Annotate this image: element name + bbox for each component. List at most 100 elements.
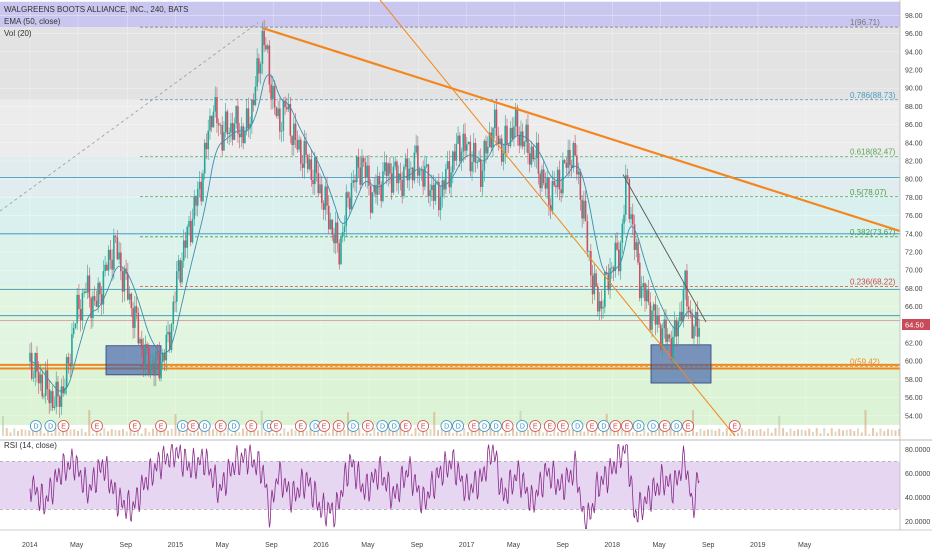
ema-line [29, 74, 700, 392]
candle-body [175, 271, 178, 302]
volume-bar [890, 429, 893, 436]
candle-body [174, 301, 176, 303]
support-zone-2014[interactable] [105, 345, 162, 376]
volume-bar [699, 428, 702, 436]
earnings-marker[interactable] [543, 420, 556, 432]
candle-body [352, 180, 355, 184]
earnings-marker[interactable] [361, 420, 374, 432]
earnings-marker[interactable] [609, 420, 622, 432]
candle-body [469, 141, 472, 172]
volume-bar [358, 428, 361, 436]
candle-body [364, 162, 367, 178]
candle-body [411, 167, 414, 181]
candle-body [48, 389, 51, 404]
candle-body [633, 224, 636, 250]
time-tick-label: May [798, 542, 812, 549]
price-tick-label: 88.00 [905, 104, 923, 111]
earnings-marker[interactable] [621, 420, 633, 432]
volume-bar [718, 428, 721, 436]
candle-body [99, 282, 101, 295]
earnings-marker[interactable] [318, 420, 331, 432]
candle-body [623, 214, 625, 224]
resistance-trendline[interactable] [262, 27, 901, 233]
candle-body [439, 196, 442, 211]
earnings-marker[interactable] [214, 420, 227, 432]
candle-body [329, 219, 332, 230]
volume-bar [47, 428, 49, 436]
volume-bar [39, 428, 42, 436]
candle-body [251, 99, 253, 124]
candle-body [429, 190, 431, 197]
earnings-marker[interactable] [417, 420, 430, 432]
earnings-marker[interactable] [245, 420, 258, 432]
dividend-marker[interactable] [29, 420, 42, 432]
dividend-marker[interactable] [670, 420, 683, 432]
candle-body [607, 274, 610, 291]
volume-bar [662, 429, 664, 436]
earnings-marker[interactable] [556, 420, 569, 432]
time-tick-label: Sep [556, 542, 569, 549]
event-marker-label: E [547, 424, 552, 431]
wedge-trendline[interactable] [622, 174, 707, 323]
candle-body [50, 391, 52, 404]
candle-body [427, 164, 430, 197]
dividend-marker[interactable] [632, 420, 645, 432]
earnings-marker[interactable] [529, 420, 542, 432]
earnings-marker[interactable] [187, 420, 199, 432]
candle-body [392, 166, 395, 193]
dividend-marker[interactable] [647, 420, 660, 432]
volume-bar [129, 428, 132, 436]
candle-body [502, 153, 505, 162]
earnings-marker[interactable] [501, 420, 514, 432]
candle-body [149, 363, 152, 375]
dividend-marker[interactable] [227, 420, 240, 432]
earnings-marker[interactable] [399, 420, 412, 432]
dividend-marker[interactable] [597, 420, 610, 432]
dividend-marker[interactable] [376, 420, 389, 432]
dividend-marker[interactable] [516, 420, 529, 432]
candle-body [546, 177, 548, 189]
earnings-marker[interactable] [294, 420, 307, 432]
volume-bar [234, 428, 237, 436]
candle-body [378, 175, 381, 185]
dividend-marker[interactable] [478, 420, 491, 432]
dividend-marker[interactable] [452, 420, 464, 432]
earnings-marker[interactable] [586, 420, 598, 432]
fib-anchor-line[interactable] [0, 22, 259, 212]
earnings-marker[interactable] [91, 420, 103, 432]
dividend-marker[interactable] [440, 420, 453, 432]
dividend-marker[interactable] [571, 420, 584, 432]
volume-bar [395, 430, 398, 436]
earnings-marker[interactable] [57, 420, 70, 432]
volume-bar [793, 430, 796, 436]
dividend-marker[interactable] [347, 420, 360, 432]
earnings-marker[interactable] [728, 420, 741, 432]
candle-body [446, 161, 449, 169]
candle-body [638, 262, 641, 299]
earnings-marker[interactable] [682, 420, 695, 432]
earnings-marker[interactable] [332, 420, 345, 432]
earnings-marker[interactable] [128, 420, 141, 432]
dividend-marker[interactable] [388, 420, 400, 432]
candle-body [544, 183, 547, 189]
earnings-marker[interactable] [270, 420, 282, 432]
trend-lines[interactable] [0, 0, 901, 437]
price-tick-label: 76.00 [905, 213, 923, 220]
event-marker-label: D [674, 424, 679, 431]
earnings-marker[interactable] [155, 420, 167, 432]
dividend-marker[interactable] [44, 420, 57, 432]
candle-body [64, 387, 66, 394]
earnings-marker[interactable] [658, 420, 671, 432]
fib-retracement[interactable]: 1(96.71) 0.786(88.73) 0.618(82.47) 0.5(78.0… [0, 18, 900, 370]
volume-bar [185, 428, 188, 436]
volume-bar [253, 429, 256, 436]
support-zone-2018[interactable] [650, 344, 712, 384]
volume-bar [99, 432, 102, 436]
candle-body [266, 45, 269, 50]
dividend-marker[interactable] [198, 420, 211, 432]
candle-body [181, 260, 183, 283]
descending-trendline[interactable] [379, 0, 736, 437]
dividend-marker[interactable] [490, 420, 502, 432]
